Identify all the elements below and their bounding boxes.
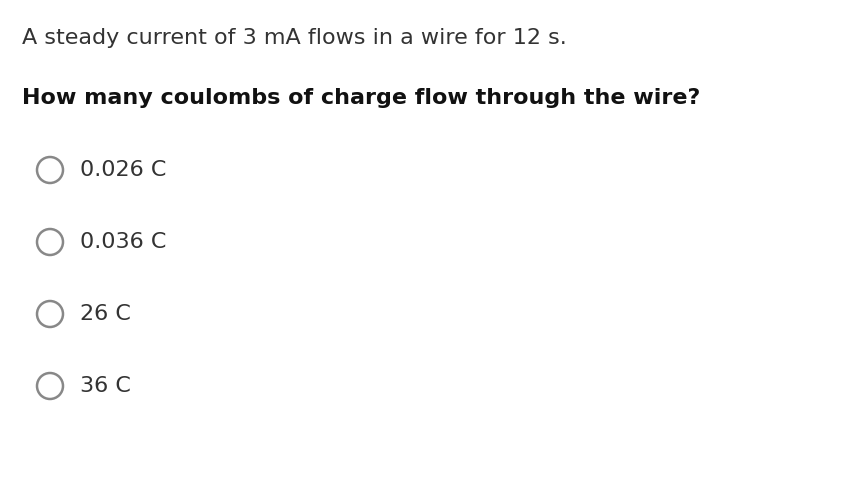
Text: 26 C: 26 C	[80, 304, 131, 324]
Text: 0.026 C: 0.026 C	[80, 160, 166, 180]
Text: 36 C: 36 C	[80, 376, 131, 396]
Text: How many coulombs of charge flow through the wire?: How many coulombs of charge flow through…	[22, 88, 701, 108]
Text: 0.036 C: 0.036 C	[80, 232, 166, 252]
Text: A steady current of 3 mA flows in a wire for 12 s.: A steady current of 3 mA flows in a wire…	[22, 28, 567, 48]
